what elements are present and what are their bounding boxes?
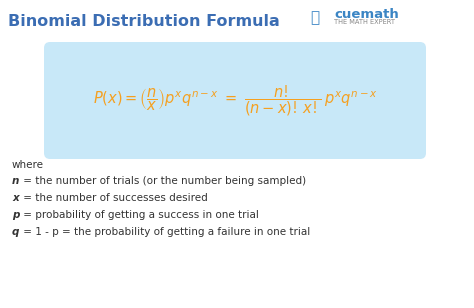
Text: = the number of successes desired: = the number of successes desired <box>20 193 208 203</box>
FancyBboxPatch shape <box>44 42 426 159</box>
Text: n: n <box>12 176 19 186</box>
Text: cuemath: cuemath <box>334 8 399 21</box>
Text: THE MATH EXPERT: THE MATH EXPERT <box>334 19 395 25</box>
Text: = the number of trials (or the number being sampled): = the number of trials (or the number be… <box>20 176 306 186</box>
Text: = 1 - p = the probability of getting a failure in one trial: = 1 - p = the probability of getting a f… <box>20 227 310 237</box>
Text: x: x <box>12 193 19 203</box>
Text: where: where <box>12 160 44 170</box>
Text: $\mathit{P(x)} = \left(\dfrac{n}{x}\right)p^x q^{n-x}\ =\ \dfrac{n!}{(n-x)!\,x!}: $\mathit{P(x)} = \left(\dfrac{n}{x}\righ… <box>92 84 377 118</box>
Text: q: q <box>12 227 19 237</box>
Text: 🚀: 🚀 <box>310 10 319 25</box>
Text: = probability of getting a success in one trial: = probability of getting a success in on… <box>20 210 259 220</box>
Text: Binomial Distribution Formula: Binomial Distribution Formula <box>8 14 280 29</box>
Text: p: p <box>12 210 19 220</box>
